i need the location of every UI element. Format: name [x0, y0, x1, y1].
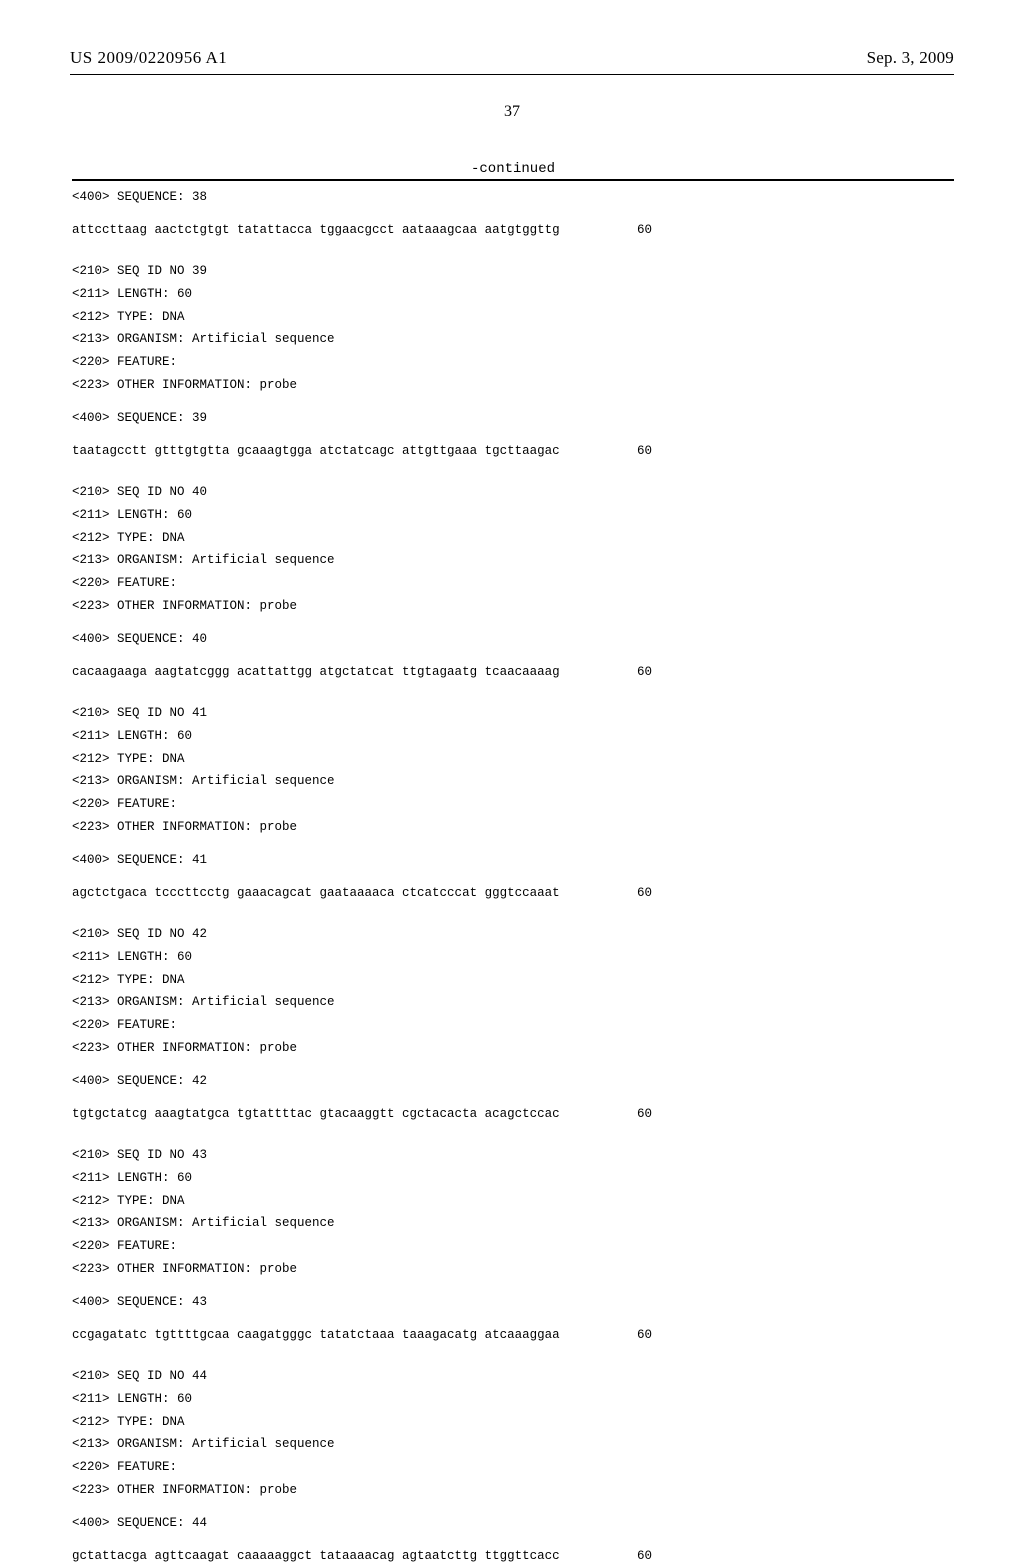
- sequence-meta-line: <211> LENGTH: 60: [72, 728, 954, 745]
- sequence-meta-line: <212> TYPE: DNA: [72, 1414, 954, 1431]
- spacer: [72, 466, 954, 484]
- spacer: [72, 842, 954, 852]
- sequence-label: <400> SEQUENCE: 40: [72, 631, 954, 648]
- sequence-length: 60: [637, 1327, 652, 1344]
- spacer: [72, 621, 954, 631]
- spacer: [72, 1505, 954, 1515]
- spacer: [72, 654, 954, 664]
- publication-number: US 2009/0220956 A1: [70, 48, 227, 68]
- sequence-label: <400> SEQUENCE: 42: [72, 1073, 954, 1090]
- sequence-text: agctctgaca tcccttcctg gaaacagcat gaataaa…: [72, 885, 560, 902]
- sequence-row: taatagcctt gtttgtgtta gcaaagtgga atctatc…: [72, 443, 652, 460]
- sequence-meta-line: <220> FEATURE:: [72, 575, 954, 592]
- spacer: [72, 1538, 954, 1548]
- sequence-meta-line: <223> OTHER INFORMATION: probe: [72, 1482, 954, 1499]
- sequence-meta-line: <210> SEQ ID NO 44: [72, 1368, 954, 1385]
- sequence-meta-line: <223> OTHER INFORMATION: probe: [72, 377, 954, 394]
- spacer: [72, 875, 954, 885]
- sequence-row: tgtgctatcg aaagtatgca tgtattttac gtacaag…: [72, 1106, 652, 1123]
- sequence-meta-line: <211> LENGTH: 60: [72, 1170, 954, 1187]
- sequence-meta-line: <213> ORGANISM: Artificial sequence: [72, 552, 954, 569]
- sequence-length: 60: [637, 443, 652, 460]
- sequence-meta-line: <210> SEQ ID NO 41: [72, 705, 954, 722]
- sequence-row: cacaagaaga aagtatcggg acattattgg atgctat…: [72, 664, 652, 681]
- sequence-text: cacaagaaga aagtatcggg acattattgg atgctat…: [72, 664, 560, 681]
- sequence-length: 60: [637, 664, 652, 681]
- sequence-meta-line: <223> OTHER INFORMATION: probe: [72, 1261, 954, 1278]
- sequence-meta-line: <211> LENGTH: 60: [72, 1391, 954, 1408]
- page-container: US 2009/0220956 A1 Sep. 3, 2009 37 -cont…: [0, 0, 1024, 1320]
- sequence-meta-line: <213> ORGANISM: Artificial sequence: [72, 1215, 954, 1232]
- sequence-text: taatagcctt gtttgtgtta gcaaagtgga atctatc…: [72, 443, 560, 460]
- sequence-length: 60: [637, 1548, 652, 1565]
- sequence-meta-line: <212> TYPE: DNA: [72, 309, 954, 326]
- sequence-listing-body: -continued <400> SEQUENCE: 38 attccttaag…: [72, 161, 954, 1565]
- sequence-meta-line: <223> OTHER INFORMATION: probe: [72, 1040, 954, 1057]
- sequence-meta-line: <213> ORGANISM: Artificial sequence: [72, 331, 954, 348]
- sequence-meta-line: <210> SEQ ID NO 42: [72, 926, 954, 943]
- spacer: [72, 433, 954, 443]
- sequence-row: attccttaag aactctgtgt tatattacca tggaacg…: [72, 222, 652, 239]
- sequence-label: <400> SEQUENCE: 38: [72, 189, 954, 206]
- sequence-text: attccttaag aactctgtgt tatattacca tggaacg…: [72, 222, 560, 239]
- sequence-meta-line: <220> FEATURE:: [72, 1238, 954, 1255]
- sequence-meta-line: <213> ORGANISM: Artificial sequence: [72, 1436, 954, 1453]
- sequence-meta-line: <220> FEATURE:: [72, 1017, 954, 1034]
- sequence-meta-line: <223> OTHER INFORMATION: probe: [72, 819, 954, 836]
- sequence-meta-line: <210> SEQ ID NO 39: [72, 263, 954, 280]
- sequence-row: agctctgaca tcccttcctg gaaacagcat gaataaa…: [72, 885, 652, 902]
- sequence-meta-line: <220> FEATURE:: [72, 354, 954, 371]
- sequence-meta-line: <220> FEATURE:: [72, 1459, 954, 1476]
- spacer: [72, 212, 954, 222]
- spacer: [72, 245, 954, 263]
- sequence-row: ccgagatatc tgttttgcaa caagatgggc tatatct…: [72, 1327, 652, 1344]
- spacer: [72, 1317, 954, 1327]
- sequence-meta-line: <211> LENGTH: 60: [72, 286, 954, 303]
- spacer: [72, 687, 954, 705]
- sequence-meta-line: <213> ORGANISM: Artificial sequence: [72, 773, 954, 790]
- sequence-text: ccgagatatc tgttttgcaa caagatgggc tatatct…: [72, 1327, 560, 1344]
- sequence-meta-line: <212> TYPE: DNA: [72, 1193, 954, 1210]
- sequence-meta-line: <211> LENGTH: 60: [72, 507, 954, 524]
- sequence-label: <400> SEQUENCE: 44: [72, 1515, 954, 1532]
- sequence-length: 60: [637, 222, 652, 239]
- sequence-length: 60: [637, 1106, 652, 1123]
- sequence-meta-line: <212> TYPE: DNA: [72, 751, 954, 768]
- spacer: [72, 1096, 954, 1106]
- spacer: [72, 1350, 954, 1368]
- spacer: [72, 1063, 954, 1073]
- spacer: [72, 400, 954, 410]
- page-number: 37: [70, 103, 954, 121]
- sequence-meta-line: <213> ORGANISM: Artificial sequence: [72, 994, 954, 1011]
- sequence-text: gctattacga agttcaagat caaaaaggct tataaaa…: [72, 1548, 560, 1565]
- continued-label: -continued: [72, 161, 954, 177]
- spacer: [72, 908, 954, 926]
- sequence-meta-line: <220> FEATURE:: [72, 796, 954, 813]
- sequence-meta-line: <210> SEQ ID NO 40: [72, 484, 954, 501]
- sequence-top-rule: [72, 179, 954, 181]
- header-divider: [70, 74, 954, 75]
- sequence-meta-line: <212> TYPE: DNA: [72, 530, 954, 547]
- sequence-label: <400> SEQUENCE: 39: [72, 410, 954, 427]
- sequence-label: <400> SEQUENCE: 41: [72, 852, 954, 869]
- spacer: [72, 1129, 954, 1147]
- sequence-length: 60: [637, 885, 652, 902]
- publication-date: Sep. 3, 2009: [867, 48, 954, 68]
- sequence-meta-line: <212> TYPE: DNA: [72, 972, 954, 989]
- sequence-meta-line: <210> SEQ ID NO 43: [72, 1147, 954, 1164]
- sequence-text: tgtgctatcg aaagtatgca tgtattttac gtacaag…: [72, 1106, 560, 1123]
- page-header: US 2009/0220956 A1 Sep. 3, 2009: [70, 48, 954, 68]
- sequence-row: gctattacga agttcaagat caaaaaggct tataaaa…: [72, 1548, 652, 1565]
- spacer: [72, 1284, 954, 1294]
- sequence-meta-line: <223> OTHER INFORMATION: probe: [72, 598, 954, 615]
- sequence-label: <400> SEQUENCE: 43: [72, 1294, 954, 1311]
- sequence-meta-line: <211> LENGTH: 60: [72, 949, 954, 966]
